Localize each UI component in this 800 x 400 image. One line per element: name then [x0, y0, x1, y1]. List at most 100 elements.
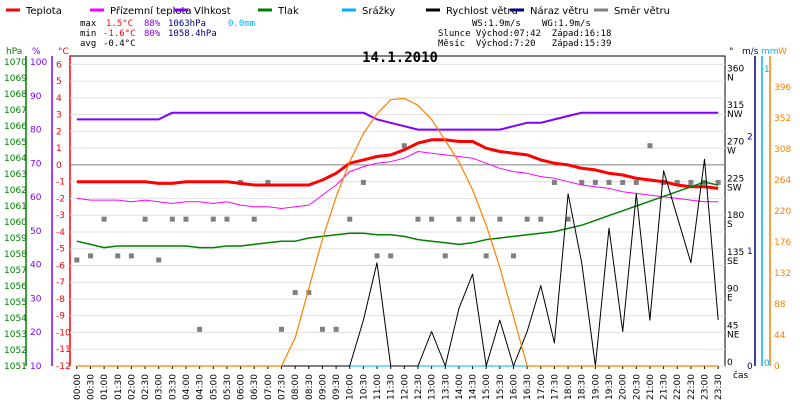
pressure-tick-label: 1054	[4, 314, 27, 324]
humidity-tick-label: 100	[30, 58, 47, 68]
temperature-tick-label: -8	[56, 295, 65, 305]
direction-point	[128, 253, 134, 259]
series-line-přízemní-teplota	[76, 151, 719, 209]
x-tick-label: 03:00	[155, 374, 165, 400]
temperature-tick-label: -7	[56, 278, 65, 288]
min-hum: 80%	[144, 29, 161, 39]
temperature-tick-label: 1	[56, 144, 62, 154]
solar-tick-label: 308	[774, 145, 791, 155]
x-tick-label: 14:00	[455, 374, 465, 400]
direction-point	[592, 179, 598, 185]
direction-point	[101, 216, 107, 222]
chart-title: 14.1.2010	[362, 50, 438, 66]
max-press: 1063hPa	[168, 19, 206, 29]
wind-unit: m/s	[742, 47, 759, 57]
x-tick-label: 06:00	[237, 374, 247, 400]
x-tick-label: 04:30	[196, 374, 206, 400]
direction-tick-label: 270	[727, 138, 744, 148]
direction-point	[674, 179, 680, 185]
pressure-tick-label: 1052	[4, 346, 27, 356]
wind-tick-label: 1	[747, 247, 753, 257]
x-tick-label: 01:00	[100, 374, 110, 400]
x-tick-label: 10:00	[346, 374, 356, 400]
x-tick-label: 17:00	[537, 374, 547, 400]
direction-point	[524, 216, 530, 222]
temperature-tick-label: 6	[56, 60, 62, 70]
direction-tick-label: 315	[727, 101, 744, 111]
solar-tick-label: 176	[774, 238, 791, 248]
direction-point	[74, 257, 80, 263]
info-ws: WS:1.9m/s	[472, 19, 521, 29]
direction-point	[197, 326, 203, 332]
x-tick-label: 16:00	[509, 374, 519, 400]
x-tick-label: 19:00	[591, 374, 601, 400]
stats-block: max 1.5°C 88% 1063hPa 0.0mm min -1.6°C 8…	[80, 19, 255, 49]
legend-item: Teplota	[6, 6, 62, 17]
temperature-tick-label: 4	[56, 94, 62, 104]
legend-item: Srážky	[342, 5, 395, 17]
direction-point	[510, 253, 516, 259]
solar-tick-label: 0	[774, 362, 780, 372]
x-tick-label: 07:00	[264, 374, 274, 400]
direction-point	[292, 290, 298, 296]
legend-label: Rychlost větru	[446, 5, 518, 17]
x-tick-label: 02:00	[127, 374, 137, 400]
humidity-tick-label: 50	[30, 227, 42, 237]
solar-tick-label: 396	[774, 83, 791, 93]
direction-point	[538, 216, 544, 222]
direction-point	[579, 179, 585, 185]
legend-label: Náraz větru	[530, 5, 589, 17]
legend-label: Srážky	[362, 5, 395, 17]
solar-unit: W	[778, 47, 787, 57]
x-tick-label: 09:30	[332, 374, 342, 400]
temperature-tick-label: -9	[56, 312, 65, 322]
x-tick-label: 22:00	[673, 374, 683, 400]
pressure-tick-label: 1056	[4, 282, 27, 292]
x-tick-label: 22:30	[687, 374, 697, 400]
direction-point	[715, 179, 721, 185]
humidity-tick-label: 20	[30, 328, 42, 338]
legend: Teplota Přízemní teplota Vlhkost Tlak Srážky…	[6, 5, 670, 17]
max-rain: 0.0mm	[228, 19, 255, 29]
direction-point	[647, 143, 653, 149]
direction-point	[319, 326, 325, 332]
temperature-tick-label: 0	[56, 161, 62, 171]
pressure-tick-label: 1055	[4, 298, 27, 308]
temperature-unit: °C	[58, 47, 69, 57]
x-tick-label: 03:30	[168, 374, 178, 400]
max-label: max	[80, 19, 97, 29]
legend-label: Směr větru	[614, 5, 670, 17]
pressure-tick-label: 1065	[4, 138, 27, 148]
direction-point	[551, 179, 557, 185]
direction-point	[401, 143, 407, 149]
direction-point	[183, 216, 189, 222]
x-tick-label: 23:00	[701, 374, 711, 400]
legend-item: Vlhkost	[174, 6, 231, 17]
humidity-tick-label: 90	[30, 92, 42, 102]
temperature-tick-label: -4	[56, 228, 65, 238]
x-tick-label: 08:00	[291, 374, 301, 400]
info-block: WS:1.9m/s WG:1.9m/s Slunce Východ:07:42 …	[438, 19, 611, 49]
humidity-tick-label: 60	[30, 193, 42, 203]
legend-item: Rychlost větru	[426, 5, 518, 17]
temperature-tick-label: -5	[56, 245, 65, 255]
pressure-tick-label: 1068	[4, 90, 27, 100]
direction-point	[429, 216, 435, 222]
direction-point	[265, 179, 271, 185]
pressure-tick-label: 1051	[4, 362, 27, 372]
pressure-tick-label: 1057	[4, 266, 27, 276]
humidity-tick-label: 70	[30, 159, 42, 169]
pressure-tick-label: 1061	[4, 202, 27, 212]
humidity-tick-label: 30	[30, 294, 42, 304]
x-tick-label: 00:00	[73, 374, 83, 400]
x-tick-label: 05:30	[223, 374, 233, 400]
pressure-tick-label: 1053	[4, 330, 27, 340]
x-tick-label: 15:30	[496, 374, 506, 400]
direction-point	[156, 257, 162, 263]
direction-point	[565, 216, 571, 222]
x-tick-label: 11:30	[387, 374, 397, 400]
direction-point	[483, 253, 489, 259]
legend-item: Přízemní teplota	[90, 5, 192, 17]
series-line-vlhkost	[76, 111, 719, 131]
